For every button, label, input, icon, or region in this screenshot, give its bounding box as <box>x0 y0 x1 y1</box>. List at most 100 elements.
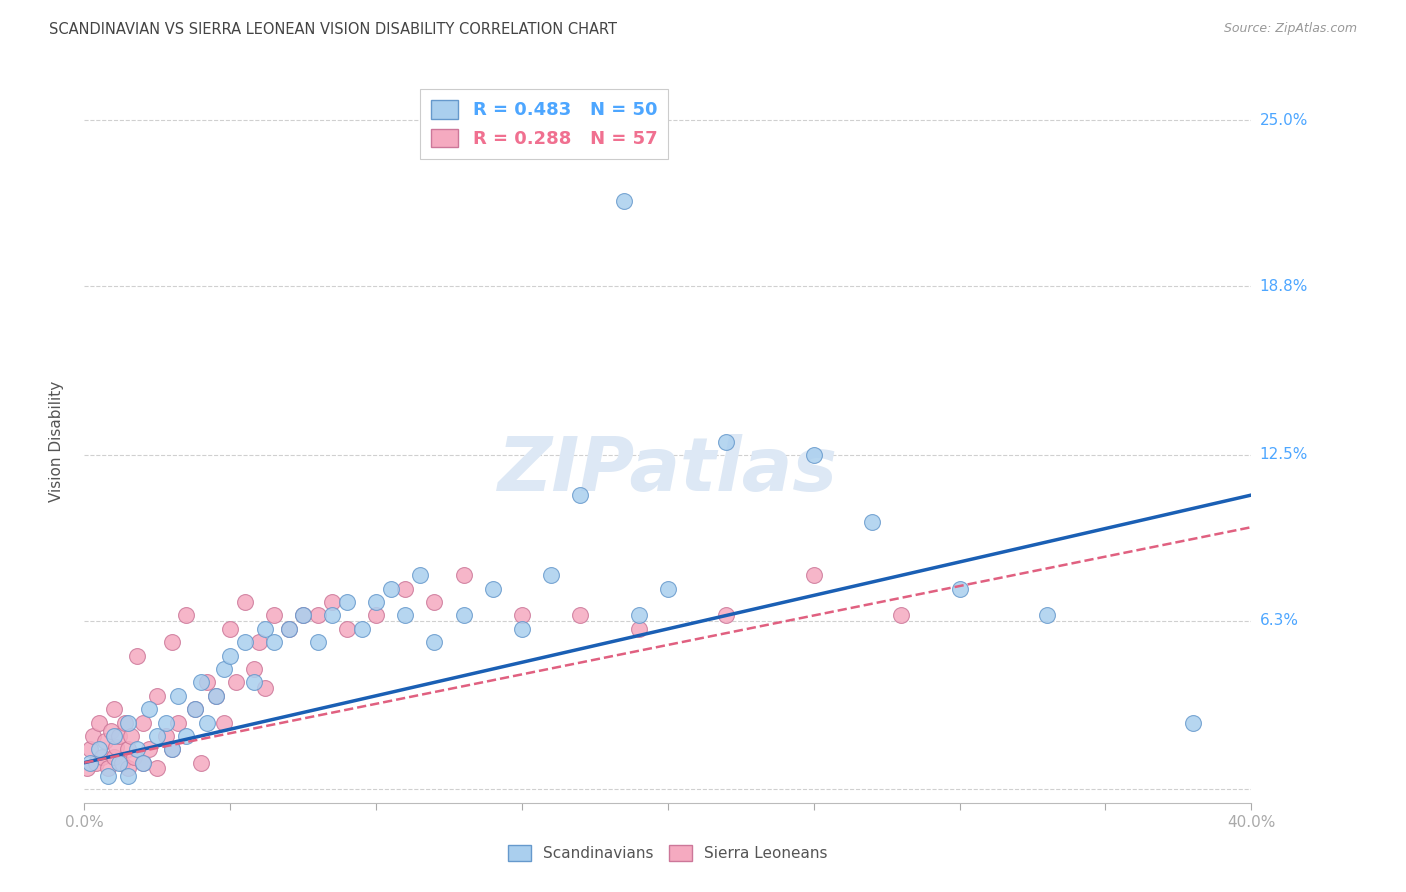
Point <box>146 689 169 703</box>
Point <box>79 756 101 770</box>
Point <box>277 622 299 636</box>
Point <box>132 715 155 730</box>
Point <box>166 715 188 730</box>
Point <box>292 608 315 623</box>
Text: ZIPatlas: ZIPatlas <box>498 434 838 507</box>
Point <box>540 568 562 582</box>
Point <box>103 750 125 764</box>
Point <box>394 608 416 623</box>
Point <box>657 582 679 596</box>
Point <box>510 608 533 623</box>
Point <box>394 582 416 596</box>
Point <box>716 608 738 623</box>
Point <box>803 568 825 582</box>
Point <box>108 756 131 770</box>
Text: Source: ZipAtlas.com: Source: ZipAtlas.com <box>1223 22 1357 36</box>
Point <box>103 729 125 743</box>
Point <box>277 622 299 636</box>
Point <box>155 729 177 743</box>
Point <box>307 635 329 649</box>
Text: 18.8%: 18.8% <box>1260 279 1308 293</box>
Point <box>716 434 738 449</box>
Point <box>100 723 122 738</box>
Text: 25.0%: 25.0% <box>1260 113 1308 128</box>
Point <box>249 635 271 649</box>
Point <box>366 595 388 609</box>
Text: 6.3%: 6.3% <box>1260 614 1299 628</box>
Point <box>225 675 247 690</box>
Point <box>117 769 139 783</box>
Point <box>108 729 131 743</box>
Point <box>105 739 128 754</box>
Point <box>190 756 212 770</box>
Point <box>292 608 315 623</box>
Point <box>336 595 359 609</box>
Point <box>132 756 155 770</box>
Point <box>195 715 218 730</box>
Point <box>1182 715 1205 730</box>
Point <box>321 595 343 609</box>
Point <box>114 715 136 730</box>
Point <box>242 662 264 676</box>
Point <box>125 742 148 756</box>
Point <box>195 675 218 690</box>
Point <box>117 761 139 775</box>
Point <box>87 742 110 756</box>
Point <box>204 689 226 703</box>
Point <box>190 675 212 690</box>
Point <box>214 662 236 676</box>
Point <box>184 702 207 716</box>
Point <box>204 689 226 703</box>
Point <box>160 742 183 756</box>
Point <box>336 622 359 636</box>
Point <box>569 608 592 623</box>
Legend: Scandinavians, Sierra Leoneans: Scandinavians, Sierra Leoneans <box>502 839 834 867</box>
Point <box>263 635 285 649</box>
Point <box>219 648 242 663</box>
Point <box>423 595 446 609</box>
Y-axis label: Vision Disability: Vision Disability <box>49 381 63 502</box>
Point <box>803 448 825 462</box>
Point <box>423 635 446 649</box>
Point <box>366 608 388 623</box>
Point <box>84 756 107 770</box>
Point <box>146 761 169 775</box>
Point <box>97 769 120 783</box>
Point <box>138 702 160 716</box>
Point <box>627 622 650 636</box>
Point <box>176 729 198 743</box>
Point <box>890 608 912 623</box>
Point <box>627 608 650 623</box>
Point <box>453 568 475 582</box>
Point <box>860 515 883 529</box>
Point <box>176 608 198 623</box>
Point <box>125 648 148 663</box>
Point <box>120 729 142 743</box>
Point <box>569 488 592 502</box>
Point <box>321 608 343 623</box>
Point <box>90 750 112 764</box>
Point <box>146 729 169 743</box>
Point <box>97 761 120 775</box>
Point <box>214 715 236 730</box>
Point <box>160 742 183 756</box>
Point <box>1036 608 1059 623</box>
Point <box>87 715 110 730</box>
Point <box>155 715 177 730</box>
Point <box>132 756 155 770</box>
Point <box>160 635 183 649</box>
Point <box>122 750 145 764</box>
Point <box>138 742 160 756</box>
Point <box>184 702 207 716</box>
Point <box>242 675 264 690</box>
Point <box>79 742 101 756</box>
Point <box>263 608 285 623</box>
Point <box>76 761 98 775</box>
Point <box>949 582 972 596</box>
Point <box>94 734 117 748</box>
Point <box>82 729 104 743</box>
Point <box>233 635 256 649</box>
Point <box>380 582 402 596</box>
Text: 12.5%: 12.5% <box>1260 448 1308 462</box>
Point <box>117 742 139 756</box>
